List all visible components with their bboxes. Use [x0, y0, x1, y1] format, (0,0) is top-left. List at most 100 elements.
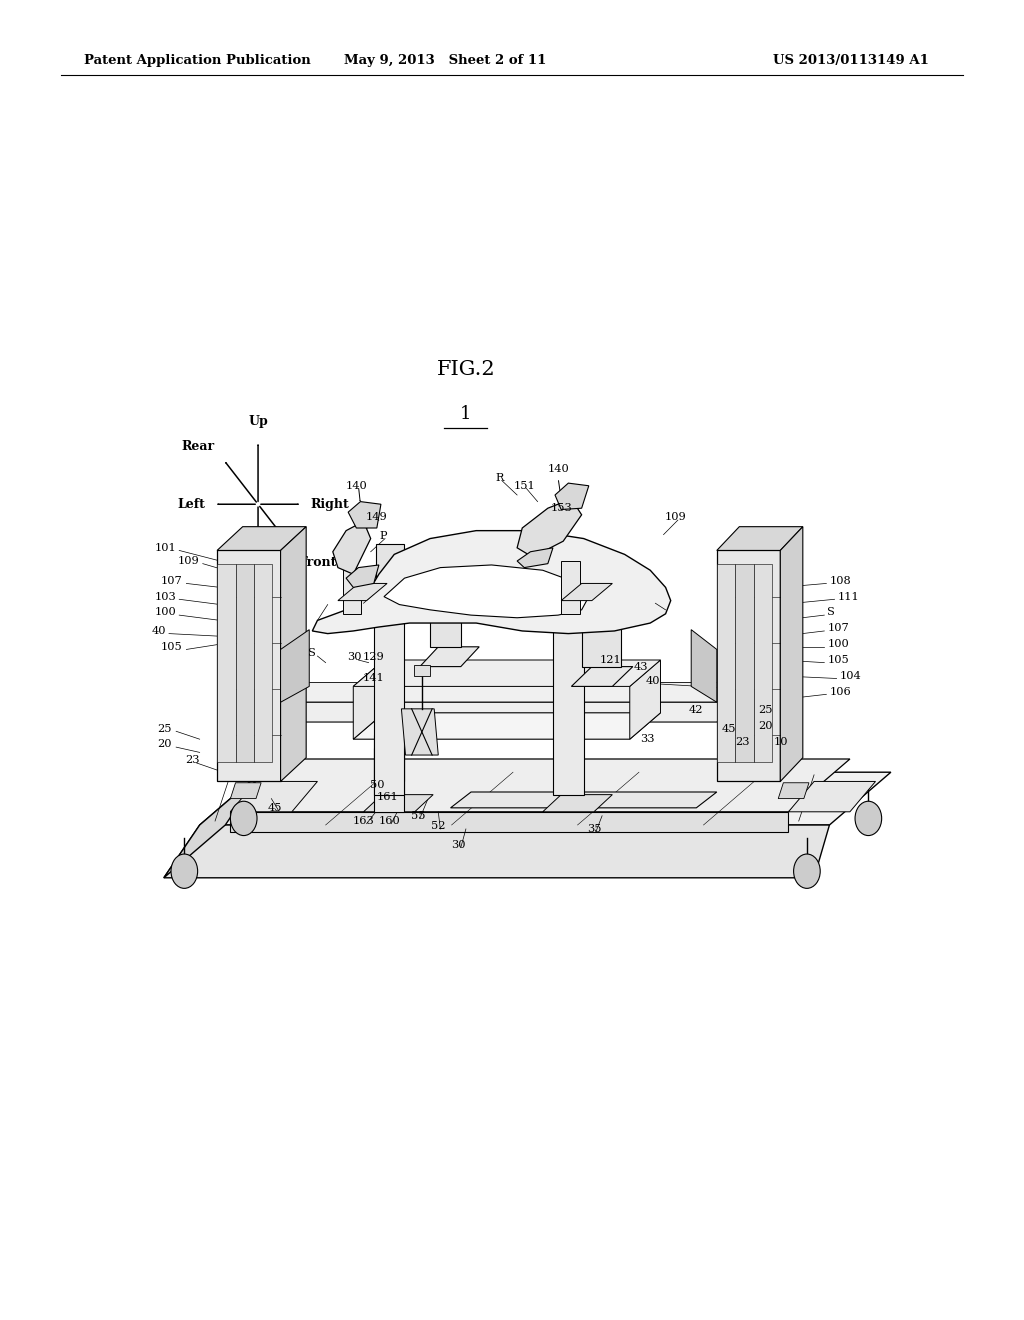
- Text: 129: 129: [362, 652, 385, 663]
- Text: 35: 35: [587, 824, 601, 834]
- Polygon shape: [281, 682, 739, 702]
- Bar: [430, 583, 461, 647]
- Text: Left: Left: [178, 498, 206, 511]
- Polygon shape: [200, 772, 891, 825]
- Bar: [217, 550, 281, 781]
- Text: 121: 121: [599, 655, 622, 665]
- Text: 105: 105: [827, 655, 849, 665]
- Polygon shape: [353, 713, 660, 739]
- Polygon shape: [364, 795, 433, 812]
- Text: Front: Front: [298, 556, 336, 569]
- Text: 106: 106: [829, 686, 851, 697]
- Polygon shape: [517, 548, 553, 568]
- Text: 23: 23: [735, 737, 750, 747]
- Polygon shape: [230, 783, 261, 799]
- Text: 25: 25: [158, 723, 172, 734]
- Polygon shape: [571, 667, 633, 686]
- Text: 42: 42: [689, 705, 703, 715]
- Bar: [553, 626, 584, 795]
- Text: 30: 30: [452, 840, 466, 850]
- Polygon shape: [346, 565, 379, 587]
- Text: 25: 25: [758, 705, 772, 715]
- Polygon shape: [353, 660, 660, 686]
- Text: 109: 109: [178, 556, 200, 566]
- Polygon shape: [451, 792, 717, 808]
- Polygon shape: [230, 812, 788, 832]
- Text: 20: 20: [158, 739, 172, 750]
- Polygon shape: [780, 527, 803, 781]
- Text: 10: 10: [774, 737, 788, 747]
- Text: 104: 104: [840, 671, 861, 681]
- Polygon shape: [561, 583, 612, 601]
- Text: 101: 101: [155, 543, 176, 553]
- Text: 45: 45: [722, 723, 736, 734]
- Bar: [717, 564, 735, 762]
- Text: 153: 153: [550, 503, 572, 513]
- Text: 140: 140: [547, 463, 569, 474]
- Text: 50: 50: [370, 780, 384, 791]
- Text: 140: 140: [345, 480, 368, 491]
- Text: 160: 160: [378, 816, 400, 826]
- Text: 52: 52: [431, 821, 445, 832]
- Bar: [374, 623, 404, 795]
- Text: 100: 100: [827, 639, 849, 649]
- Bar: [374, 735, 404, 812]
- Polygon shape: [164, 825, 829, 878]
- Polygon shape: [281, 702, 739, 722]
- Bar: [561, 561, 580, 614]
- Text: 108: 108: [829, 576, 851, 586]
- Text: FIG.2: FIG.2: [436, 360, 496, 379]
- Text: 107: 107: [161, 576, 182, 586]
- Text: US 2013/0113149 A1: US 2013/0113149 A1: [773, 54, 929, 66]
- Bar: [217, 564, 236, 762]
- Text: 161: 161: [376, 792, 398, 803]
- Bar: [717, 550, 780, 781]
- Circle shape: [855, 801, 882, 836]
- Text: 20: 20: [758, 721, 772, 731]
- Text: P: P: [379, 531, 387, 541]
- Text: 23: 23: [185, 755, 200, 766]
- Polygon shape: [333, 521, 371, 574]
- Text: 109: 109: [665, 512, 687, 523]
- Text: 33: 33: [640, 734, 654, 744]
- Text: Patent Application Publication: Patent Application Publication: [84, 54, 310, 66]
- Polygon shape: [353, 660, 384, 739]
- Polygon shape: [230, 781, 317, 812]
- Polygon shape: [164, 772, 261, 878]
- Circle shape: [230, 801, 257, 836]
- Polygon shape: [374, 607, 423, 623]
- Polygon shape: [420, 647, 479, 667]
- Bar: [254, 564, 272, 762]
- Text: S: S: [308, 648, 316, 659]
- Polygon shape: [312, 531, 671, 634]
- Polygon shape: [384, 565, 589, 618]
- Polygon shape: [230, 759, 850, 812]
- Text: 105: 105: [161, 642, 182, 652]
- Text: 151: 151: [513, 480, 536, 491]
- Bar: [374, 748, 404, 781]
- Bar: [376, 544, 404, 607]
- Bar: [555, 554, 584, 610]
- Bar: [582, 568, 621, 667]
- Polygon shape: [517, 499, 582, 557]
- Polygon shape: [555, 483, 589, 510]
- Text: 55: 55: [411, 810, 425, 821]
- Text: Up: Up: [248, 414, 268, 428]
- Polygon shape: [401, 709, 438, 755]
- Circle shape: [794, 854, 820, 888]
- Polygon shape: [543, 795, 612, 812]
- Polygon shape: [691, 630, 717, 702]
- Bar: [754, 564, 772, 762]
- Text: Rear: Rear: [182, 440, 215, 453]
- Polygon shape: [778, 783, 809, 799]
- Text: 30: 30: [347, 652, 361, 663]
- Text: 111: 111: [838, 591, 859, 602]
- Polygon shape: [717, 527, 803, 550]
- Text: R: R: [496, 473, 504, 483]
- Text: 40: 40: [152, 626, 166, 636]
- Text: 40: 40: [646, 676, 660, 686]
- Text: 103: 103: [155, 591, 176, 602]
- Polygon shape: [281, 630, 309, 702]
- Polygon shape: [281, 527, 306, 781]
- Text: 45: 45: [267, 803, 282, 813]
